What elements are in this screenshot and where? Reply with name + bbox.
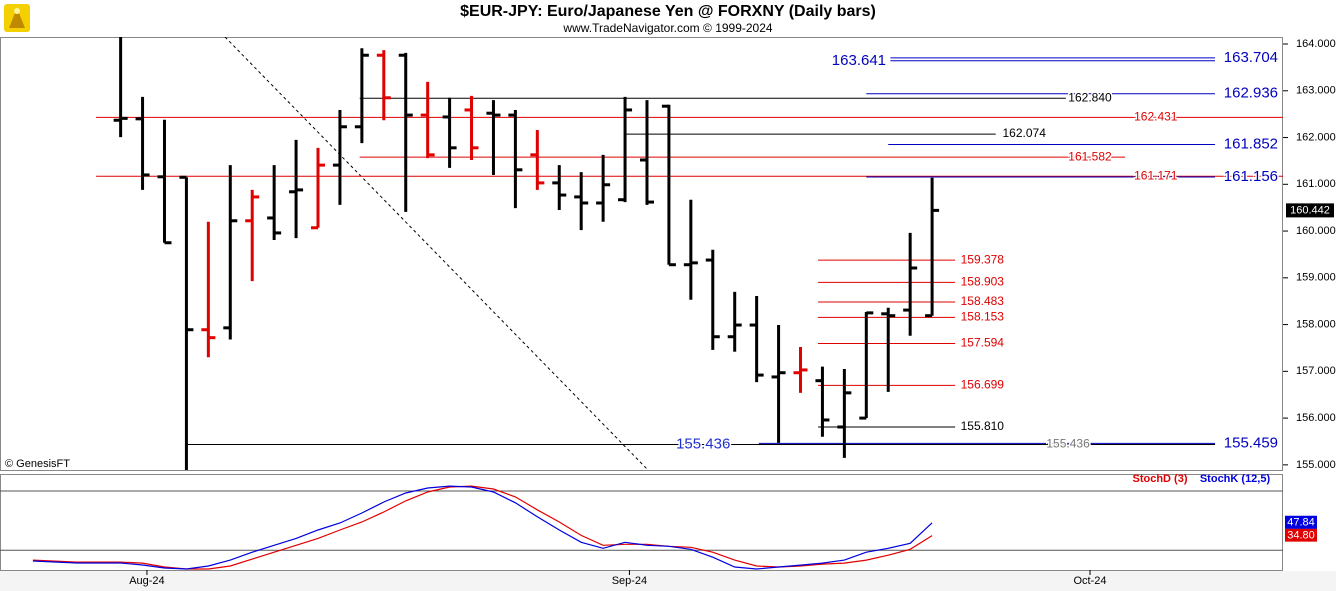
level-label: 158.483 [961, 294, 1005, 308]
last-value-box [1285, 528, 1317, 542]
logo [4, 4, 30, 32]
level-label: 158.903 [961, 275, 1005, 289]
y-tick-label: 159.000 [1296, 272, 1336, 284]
last-value: 47.84 [1287, 517, 1315, 529]
price-panel [0, 37, 1283, 471]
level-label: 162.431 [1134, 110, 1178, 124]
level-label: 161.171 [1134, 168, 1178, 182]
level-label: 163.641 [832, 52, 886, 69]
y-tick-label: 163.000 [1296, 85, 1336, 97]
level-label: 155.810 [961, 419, 1005, 433]
y-tick-label: 164.000 [1296, 38, 1336, 50]
y-tick-label: 155.000 [1296, 459, 1336, 471]
last-price: 160.442 [1290, 204, 1330, 216]
trend-line [224, 37, 649, 470]
last-price-box [1286, 203, 1334, 218]
y-tick-label: 156.000 [1296, 412, 1336, 424]
level-label: 155.436 [676, 435, 730, 452]
level-label: 155.459 [1224, 434, 1278, 451]
x-tick-label: Aug-24 [129, 575, 164, 587]
level-label: 158.153 [961, 310, 1005, 324]
x-axis-area [0, 571, 1336, 591]
x-tick-label: Sep-24 [612, 575, 647, 587]
level-label: 163.704 [1224, 49, 1278, 66]
level-label: 161.156 [1224, 168, 1278, 185]
level-label: 159.378 [961, 252, 1005, 266]
last-value: 34.80 [1287, 530, 1315, 542]
y-tick-label: 161.000 [1296, 178, 1336, 190]
level-label: 161.852 [1224, 135, 1278, 152]
stoch-line [32, 485, 933, 570]
legend-entry: StochD (3) [1133, 473, 1188, 485]
y-tick-label: 158.000 [1296, 318, 1336, 330]
level-label: 161.582 [1068, 149, 1112, 163]
level-label: 157.594 [961, 336, 1005, 350]
level-label: 156.699 [961, 378, 1005, 392]
credit: © GenesisFT [5, 458, 70, 470]
y-tick-label: 162.000 [1296, 131, 1336, 143]
level-label: 162.936 [1224, 85, 1278, 102]
legend-entry: StochK (12,5) [1200, 473, 1271, 485]
level-label: 162.074 [1003, 126, 1047, 140]
subtitle: www.TradeNavigator.com © 1999-2024 [562, 21, 772, 35]
y-tick-label: 160.000 [1296, 225, 1336, 237]
stoch-plot [0, 485, 1283, 570]
chart-title: $EUR-JPY: Euro/Japanese Yen @ FORXNY (Da… [460, 3, 876, 20]
level-label: 162.840 [1068, 90, 1112, 104]
level-label: 155.436 [1046, 437, 1090, 451]
last-value-box [1285, 515, 1317, 529]
y-tick-label: 157.000 [1296, 365, 1336, 377]
stoch-panel [0, 474, 1283, 571]
x-tick-label: Oct-24 [1073, 575, 1106, 587]
price-plot [96, 37, 1283, 470]
